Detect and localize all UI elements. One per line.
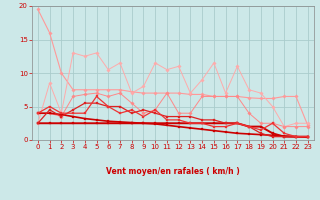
X-axis label: Vent moyen/en rafales ( km/h ): Vent moyen/en rafales ( km/h ) bbox=[106, 167, 240, 176]
